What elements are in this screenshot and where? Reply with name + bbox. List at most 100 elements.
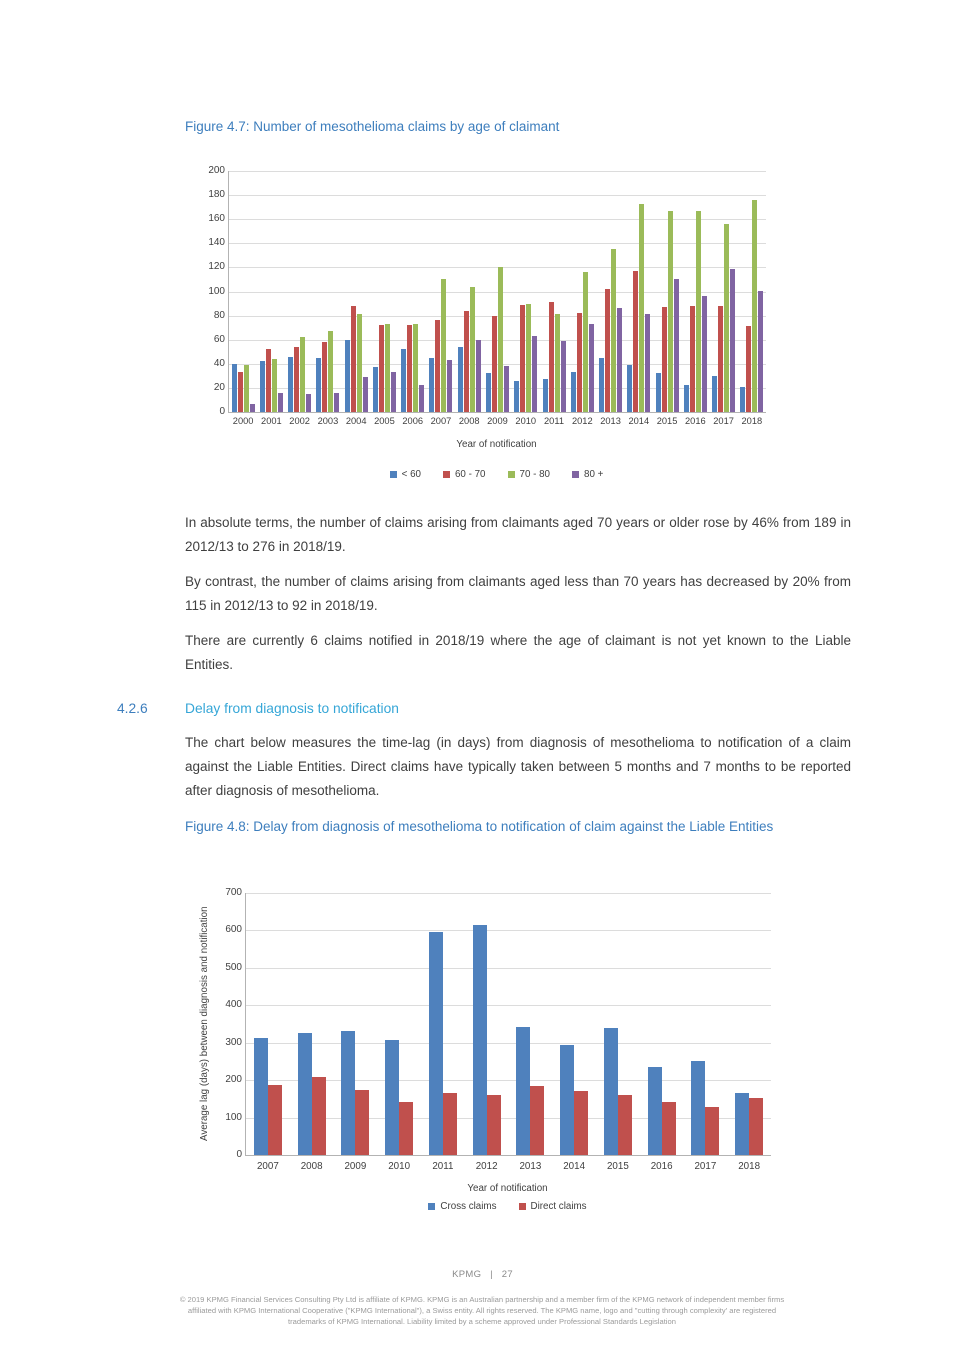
bar-group <box>681 211 709 412</box>
bar <box>758 291 764 412</box>
x-tick-label: 2007 <box>430 416 452 426</box>
x-tick-label: 2000 <box>232 416 254 426</box>
bar-group <box>509 1027 553 1155</box>
bar <box>520 305 526 412</box>
bar-group <box>377 1040 421 1155</box>
bar <box>554 314 560 412</box>
y-tick-label: 180 <box>208 189 225 201</box>
bar <box>328 331 334 412</box>
x-tick-label: 2011 <box>544 416 565 426</box>
bar <box>265 349 271 412</box>
bar <box>530 1086 545 1155</box>
bar <box>740 387 746 412</box>
y-tick-label: 200 <box>225 1074 242 1086</box>
figure-4-8-caption: Figure 4.8: Delay from diagnosis of meso… <box>185 819 774 834</box>
bar <box>647 1067 662 1155</box>
bar <box>661 1102 676 1155</box>
bar <box>463 311 469 412</box>
bar-group <box>427 279 455 412</box>
bar <box>419 385 425 412</box>
y-axis-title: Average lag (days) between diagnosis and… <box>199 906 210 1142</box>
bar-group <box>568 272 596 412</box>
bar <box>469 287 475 412</box>
y-tick-label: 700 <box>225 887 242 898</box>
bar-group <box>596 249 624 412</box>
gridline <box>229 291 766 293</box>
bar-group <box>738 200 766 412</box>
bar <box>378 325 384 412</box>
y-tick-label: 0 <box>236 1149 242 1160</box>
y-tick-label: 60 <box>213 333 225 345</box>
bar <box>542 379 548 412</box>
y-tick-label: 200 <box>208 165 225 176</box>
body-paragraph: The chart below measures the time-lag (i… <box>185 735 851 798</box>
x-tick-label: 2017 <box>713 416 734 426</box>
bar <box>560 1045 575 1155</box>
y-tick-label: 100 <box>208 285 225 297</box>
bar <box>683 385 689 412</box>
gridline <box>246 1080 771 1082</box>
bar-group <box>229 364 257 412</box>
legend-label: Direct claims <box>530 1201 587 1212</box>
x-axis-title: Year of notification <box>456 439 537 450</box>
bar <box>667 211 673 412</box>
section-title: Delay from diagnosis to notification <box>185 701 399 716</box>
bar <box>294 347 300 412</box>
bar <box>582 272 588 412</box>
legend-item: 80 + <box>572 469 603 480</box>
bar <box>442 1093 457 1155</box>
bar <box>297 1033 312 1155</box>
gridline <box>246 930 771 932</box>
bar-group <box>399 324 427 412</box>
x-tick-label: 2011 <box>432 1161 454 1172</box>
y-tick-label: 120 <box>208 261 225 273</box>
bar-group <box>465 925 509 1155</box>
legend-swatch <box>507 471 515 478</box>
bar <box>491 316 497 412</box>
x-tick-label: 2003 <box>317 416 339 426</box>
legend-swatch <box>389 471 397 478</box>
y-tick-label: 160 <box>208 213 225 225</box>
y-tick-label: 500 <box>225 961 242 973</box>
x-tick-label: 2010 <box>388 1161 411 1172</box>
bar <box>605 289 611 412</box>
legend-item: < 60 <box>389 469 421 480</box>
bar <box>603 1028 618 1155</box>
bar <box>372 367 378 412</box>
body-paragraph: By contrast, the number of claims arisin… <box>185 574 851 613</box>
bar <box>350 306 356 412</box>
bar <box>413 324 419 412</box>
bar <box>730 269 736 412</box>
gridline <box>229 339 766 341</box>
footer-separator <box>493 1269 499 1280</box>
copyright-line: trademarks of KPMG International. Liabil… <box>288 1317 676 1326</box>
x-tick-label: 2018 <box>738 1161 761 1172</box>
x-tick-label: 2010 <box>515 416 537 426</box>
copyright-block: © 2019 KPMG Financial Services Consultin… <box>62 1294 902 1327</box>
gridline <box>229 219 766 221</box>
legend-label: 80 + <box>584 469 604 480</box>
bar-group <box>290 1033 334 1155</box>
figure-4-8-chart: Average lag (days) between diagnosis and… <box>195 885 820 1225</box>
bar <box>311 1077 326 1155</box>
chart-legend: < 60 60 - 70 70 - 80 80 + <box>228 469 765 480</box>
bar <box>689 306 695 412</box>
legend-item: Cross claims <box>428 1201 497 1212</box>
x-tick-label: 2001 <box>261 416 282 426</box>
bar-group <box>257 349 285 412</box>
x-tick-label: 2014 <box>628 416 650 426</box>
bar <box>334 393 340 412</box>
x-axis-title: Year of notification <box>467 1183 548 1194</box>
gridline <box>246 1117 771 1119</box>
bar <box>472 925 487 1155</box>
bar <box>532 336 538 412</box>
x-tick-label: 2015 <box>656 416 678 426</box>
bar <box>701 296 707 412</box>
legend-swatch <box>428 1203 436 1210</box>
bar <box>390 372 396 412</box>
x-tick-label: 2005 <box>374 416 395 426</box>
legend-swatch <box>518 1203 526 1210</box>
copyright-line: © 2019 KPMG Financial Services Consultin… <box>179 1295 785 1304</box>
bar <box>322 342 328 412</box>
gridline <box>229 363 766 365</box>
